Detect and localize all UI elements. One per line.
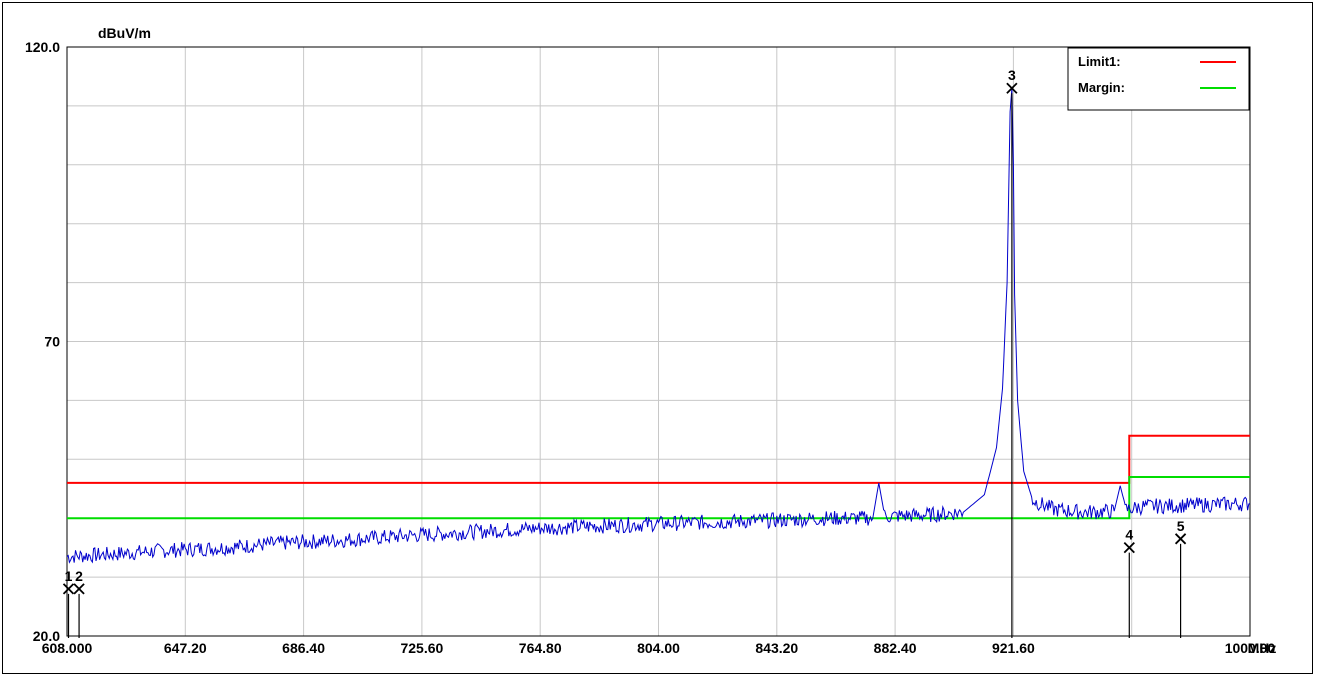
- marker-label: 1: [65, 568, 73, 584]
- x-axis-unit-label: MHz: [1248, 640, 1277, 656]
- x-tick-label: 764.80: [519, 640, 562, 656]
- x-tick-label: 921.60: [992, 640, 1035, 656]
- margin-line: [67, 475, 1250, 520]
- marker-2: 2: [73, 568, 85, 638]
- plot-border: [66, 46, 1251, 637]
- marker-x: [1006, 82, 1018, 94]
- y-tick-label: 120.0: [25, 39, 60, 55]
- marker-3: 3: [1006, 67, 1018, 638]
- y-tick-label: 70: [44, 334, 60, 350]
- spectrum-trace: [66, 88, 1251, 564]
- marker-4: 4: [1123, 527, 1135, 638]
- marker-label: 3: [1008, 67, 1016, 83]
- x-tick-label: 804.00: [637, 640, 680, 656]
- x-tick-label: 725.60: [400, 640, 443, 656]
- x-tick-label: 647.20: [164, 640, 207, 656]
- legend-label: Limit1:: [1078, 54, 1121, 69]
- marker-label: 5: [1177, 518, 1185, 534]
- markers: 1 2 3 4 5: [62, 67, 1187, 638]
- legend-box: [1067, 47, 1250, 111]
- x-tick-label: 882.40: [874, 640, 917, 656]
- legend: Limit1: Margin:: [1067, 47, 1250, 111]
- marker-x: [1174, 533, 1187, 545]
- marker-label: 2: [75, 568, 83, 584]
- limit1-line: [67, 434, 1250, 484]
- spectrum-series-0: [66, 88, 1251, 564]
- x-tick-label: 1000.00: [1225, 640, 1276, 656]
- marker-1: 1: [62, 568, 75, 638]
- limit-lines: [67, 434, 1250, 520]
- x-tick-label: 608.000: [42, 640, 93, 656]
- marker-label: 4: [1125, 527, 1133, 543]
- marker-x: [1123, 542, 1135, 554]
- grid-lines: [67, 47, 1250, 636]
- axis-labels: 120.0 70 20.0 dBuV/m 608.000 647.20 686.40 725.…: [25, 25, 1276, 656]
- marker-x: [62, 583, 75, 595]
- y-tick-label: 20.0: [33, 628, 60, 644]
- y-axis-unit-label: dBuV/m: [98, 25, 151, 41]
- legend-label: Margin:: [1078, 80, 1125, 95]
- marker-5: 5: [1174, 518, 1187, 638]
- x-tick-label: 843.20: [755, 640, 798, 656]
- marker-x: [73, 583, 85, 595]
- x-tick-label: 686.40: [282, 640, 325, 656]
